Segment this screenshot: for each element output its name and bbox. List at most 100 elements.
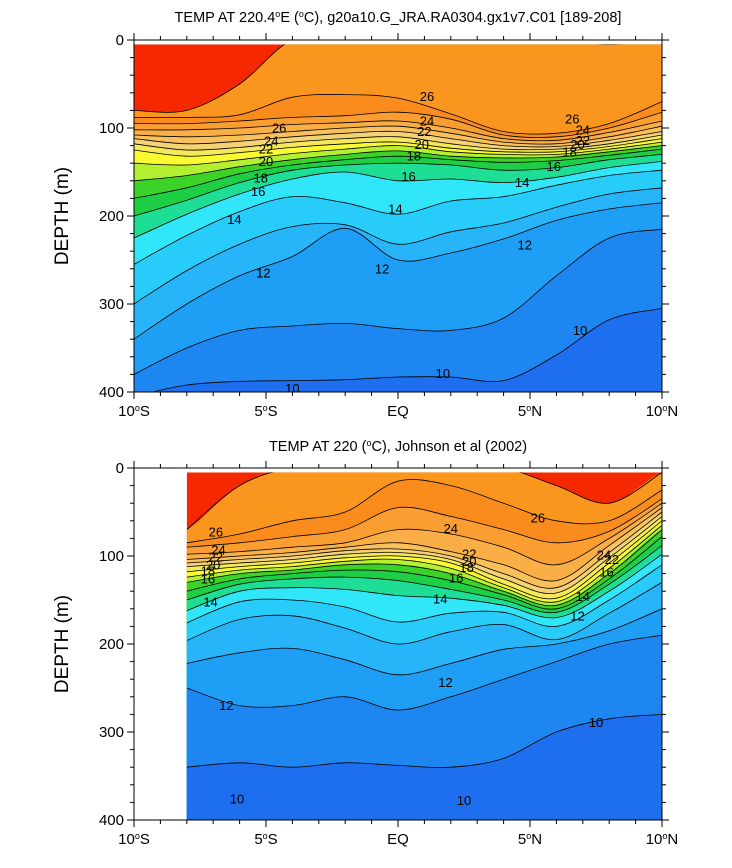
isotherm-23 xyxy=(186,507,663,582)
contour-label-text: 18 xyxy=(407,149,421,164)
x-axis: 10oS 5oS EQ 5oN 10oN xyxy=(118,33,678,420)
isotherm-25 xyxy=(134,111,662,138)
contour-label-text: 20 xyxy=(415,137,429,152)
contour-label-text: 26 xyxy=(531,511,545,526)
isotherm-26 xyxy=(186,479,663,544)
contour-label: 14 xyxy=(576,589,590,604)
contour-label-text: 26 xyxy=(565,112,579,127)
y-tick-label: 100 xyxy=(99,120,124,137)
contour-label-text: 10 xyxy=(589,715,603,730)
contour-label-text: 12 xyxy=(256,266,270,281)
contour-label-text: 10 xyxy=(436,366,450,381)
y-tick-label: 200 xyxy=(99,208,124,225)
temp-band-lt10 xyxy=(154,308,662,393)
contour-label: 20 xyxy=(570,137,584,152)
isotherm-17 xyxy=(186,536,663,610)
isotherm-15 xyxy=(134,161,662,239)
contour-panel-2: TEMP AT 220 (oC), Johnson et al (2002) 26… xyxy=(52,438,678,848)
y-axis: 0 100 200 300 400 xyxy=(99,32,669,401)
contour-label: 26 xyxy=(209,525,223,540)
contour-label: 14 xyxy=(515,175,529,190)
contour-label: 22 xyxy=(259,142,273,157)
contour-label: 14 xyxy=(203,594,217,609)
contour-label: 24 xyxy=(420,113,434,128)
contour-label-text: 22 xyxy=(209,549,223,564)
contour-label: 10 xyxy=(285,381,299,396)
x-tick-label: 5oN xyxy=(518,831,542,848)
contour-label: 14 xyxy=(388,201,402,216)
contour-label-text: 22 xyxy=(605,552,619,567)
isotherm-17 xyxy=(134,148,662,199)
contour-label: 20 xyxy=(206,557,220,572)
contour-label-text: 18 xyxy=(459,560,473,575)
isotherm-10 xyxy=(186,714,663,768)
contour-label: 18 xyxy=(253,171,267,186)
x-tick-label: 5oS xyxy=(254,831,277,848)
y-tick-label: 0 xyxy=(116,460,124,477)
contour-label-text: 26 xyxy=(420,89,434,104)
isotherm-11 xyxy=(186,634,663,711)
y-tick-label: 400 xyxy=(99,812,124,829)
x-tick-label: EQ xyxy=(387,403,409,420)
isotherm-14 xyxy=(186,564,663,627)
isotherm-21 xyxy=(134,134,662,151)
contour-label: 10 xyxy=(573,323,587,338)
contour-label-text: 16 xyxy=(449,571,463,586)
contour-label-text: 14 xyxy=(576,589,590,604)
contour-label-text: 24 xyxy=(444,521,458,536)
title-text: C), Johnson et al (2002) xyxy=(371,439,527,455)
contour-label-text: 22 xyxy=(417,124,431,139)
contour-label-text: 16 xyxy=(599,564,613,579)
contour-label-text: 10 xyxy=(457,793,471,808)
title-superscript: o xyxy=(299,9,304,19)
contour-label-text: 14 xyxy=(203,594,217,609)
x-axis: 10oS 5oS EQ 5oN 10oN xyxy=(118,461,678,848)
contour-label: 18 xyxy=(562,144,576,159)
isotherm-13 xyxy=(186,582,663,645)
y-tick-label: 100 xyxy=(99,548,124,565)
contour-label: 18 xyxy=(459,560,473,575)
chart-title: TEMP AT 220 (oC), Johnson et al (2002) xyxy=(269,438,527,455)
contour-label-text: 26 xyxy=(272,121,286,136)
contour-label: 24 xyxy=(264,134,278,149)
y-tick-label: 0 xyxy=(116,32,124,49)
contour-label-text: 24 xyxy=(264,134,278,149)
isotherm-16 xyxy=(134,154,662,217)
contour-label-text: 10 xyxy=(285,381,299,396)
contour-label: 12 xyxy=(438,675,452,690)
y-tick-label: 400 xyxy=(99,384,124,401)
contour-label: 22 xyxy=(605,552,619,567)
title-superscript: o xyxy=(366,438,371,448)
contour-label-text: 18 xyxy=(201,563,215,578)
contour-label: 24 xyxy=(597,548,611,563)
isotherm-24 xyxy=(134,120,662,142)
contour-label: 16 xyxy=(599,564,613,579)
isotherm-20 xyxy=(134,138,662,157)
contour-label: 16 xyxy=(449,571,463,586)
contour-label-text: 24 xyxy=(576,122,590,137)
title-text: TEMP AT 220 ( xyxy=(269,439,367,455)
isotherm-20 xyxy=(186,520,663,600)
y-axis-label: DEPTH (m) xyxy=(52,595,73,693)
contour-label: 22 xyxy=(576,133,590,148)
isotherm-19 xyxy=(134,141,662,166)
contour-label-text: 26 xyxy=(209,525,223,540)
contour-label: 10 xyxy=(589,715,603,730)
contour-label: 16 xyxy=(401,169,415,184)
contour-label-text: 20 xyxy=(206,557,220,572)
isotherm-26 xyxy=(134,94,662,135)
title-text: E ( xyxy=(280,10,299,26)
isotherm-23 xyxy=(134,125,662,145)
contour-label-text: 16 xyxy=(401,169,415,184)
contour-label: 24 xyxy=(211,542,225,557)
temperature-field: 2624222018161412242622201816141214121624… xyxy=(186,472,663,820)
contour-label: 16 xyxy=(251,184,265,199)
contour-label-text: 16 xyxy=(251,184,265,199)
contour-label: 14 xyxy=(433,592,447,607)
contour-label: 24 xyxy=(576,122,590,137)
isotherm-19 xyxy=(186,524,663,603)
contour-label: 10 xyxy=(436,366,450,381)
isotherm-25 xyxy=(186,498,663,548)
contour-label: 26 xyxy=(565,112,579,127)
isotherm-10 xyxy=(150,308,662,393)
